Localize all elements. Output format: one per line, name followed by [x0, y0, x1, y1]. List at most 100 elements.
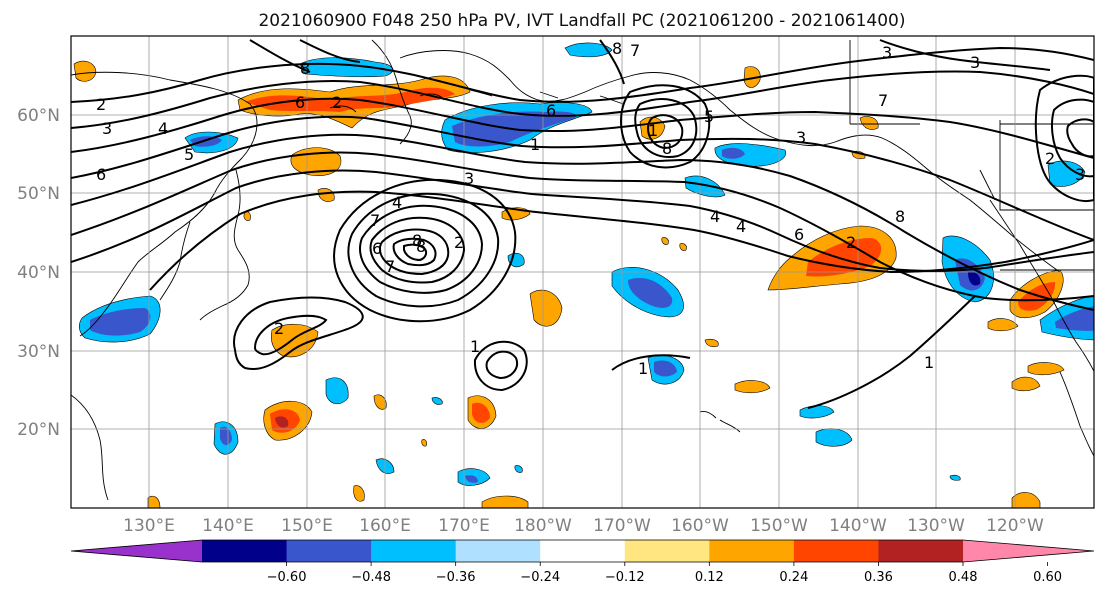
- colorbar-tick-label: 0.60: [1033, 570, 1062, 585]
- contour-label: 5: [704, 107, 714, 126]
- ivt-positive-area: [859, 116, 879, 130]
- japan-coastline: [199, 169, 250, 321]
- contour-label: 2: [274, 319, 284, 338]
- pv-contour: [378, 228, 450, 276]
- longitude-labels: 130°E 140°E 150°E 160°E 170°E 180°W 170°…: [123, 516, 1044, 536]
- ivt-strong-negative-area: [628, 278, 673, 308]
- ivt-positive-area: [734, 380, 771, 394]
- lon-label: 170°E: [438, 516, 490, 536]
- ivt-negative-area: [1047, 160, 1086, 187]
- colorbar-extend-low: [71, 540, 202, 562]
- contour-label: 3: [464, 169, 474, 188]
- colorbar-segment: [878, 540, 964, 562]
- lon-label: 160°E: [359, 516, 411, 536]
- ivt-positive-area: [529, 289, 563, 327]
- contour-label: 6: [96, 165, 106, 184]
- ivt-positive-area: [987, 318, 1019, 332]
- colorbar: −0.60 −0.48 −0.36 −0.24 −0.12 0.12 0.24 0.36 0.4…: [70, 539, 1095, 585]
- ivt-very-strong-negative-area: [968, 271, 981, 286]
- ivt-positive-area: [704, 338, 719, 348]
- ivt-negative-area: [514, 465, 523, 473]
- pv-contour: [485, 350, 518, 380]
- contour-label: 8: [612, 39, 622, 58]
- contour-label: 8: [416, 237, 426, 256]
- ivt-positive-area: [743, 66, 761, 88]
- lat-label: 50°N: [17, 184, 60, 204]
- pv-contour: [71, 151, 1094, 302]
- ivt-strong-negative-area: [722, 147, 745, 159]
- lon-label: 160°W: [671, 516, 729, 536]
- lon-label: 150°W: [750, 516, 808, 536]
- ivt-positive-area: [73, 60, 97, 82]
- graticule: [71, 36, 1094, 508]
- contour-label: 8: [662, 139, 672, 158]
- contour-label: 6: [295, 93, 305, 112]
- contour-label: 3: [1075, 165, 1085, 184]
- lat-label: 60°N: [17, 106, 60, 126]
- colorbar-segment: [624, 540, 710, 562]
- ivt-negative-area: [325, 377, 349, 405]
- pv-contour: [333, 178, 517, 323]
- colorbar-tick-label: −0.36: [436, 570, 476, 585]
- pv-contour: [71, 70, 1094, 129]
- ivt-strong-negative-area: [190, 136, 222, 147]
- contour-label: 3: [970, 53, 980, 72]
- ivt-strong-negative-area: [654, 360, 677, 377]
- colorbar-outline: [70, 539, 1095, 563]
- contour-label: 1: [638, 359, 648, 378]
- pv-contour: [71, 46, 1094, 103]
- ivt-positive-area: [1027, 362, 1065, 376]
- contour-label: 7: [878, 91, 888, 110]
- ivt-very-strong-positive-area: [275, 416, 289, 428]
- lat-label: 20°N: [17, 420, 60, 440]
- colorbar-segment: [371, 540, 457, 562]
- ivt-strong-positive-area: [1018, 282, 1056, 311]
- kamchatka-coastline: [371, 39, 412, 145]
- pv-contour: [1034, 74, 1094, 202]
- ivt-positive-area: [353, 485, 365, 502]
- pv-contour: [634, 98, 698, 158]
- pv-contour: [473, 340, 528, 392]
- contour-label: 3: [882, 43, 892, 62]
- lat-label: 30°N: [17, 342, 60, 362]
- map-frame: [70, 35, 1095, 509]
- colorbar-tick-label: −0.60: [267, 570, 307, 585]
- korea-coastline: [159, 221, 191, 301]
- ivt-strong-negative-area: [220, 426, 232, 446]
- colorbar-tick-label: 0.36: [864, 570, 893, 585]
- lon-label: 150°E: [281, 516, 333, 536]
- contour-label: 4: [392, 193, 402, 212]
- colorbar-tick-label: −0.48: [351, 570, 391, 585]
- contour-label: 6: [794, 225, 804, 244]
- contour-label: 2: [332, 93, 342, 112]
- contour-label: 4: [158, 119, 168, 138]
- ivt-negative-area: [684, 175, 726, 198]
- north-america-west-coastline: [989, 199, 1094, 373]
- contour-label: 7: [385, 257, 395, 276]
- pv-contour: [233, 296, 364, 370]
- ivt-negative-area: [949, 474, 961, 481]
- pv-contours: [71, 39, 1094, 409]
- pv-contour: [149, 190, 1094, 291]
- contour-label: 3: [102, 119, 112, 138]
- colorbar-segment: [793, 540, 879, 562]
- contour-label: 7: [370, 211, 380, 230]
- contour-label: 6: [546, 101, 556, 120]
- pv-contour: [359, 204, 484, 294]
- pv-contour: [249, 39, 311, 73]
- contour-label: 1: [648, 121, 658, 140]
- asia-coastline: [71, 71, 258, 337]
- china-coastline: [71, 394, 109, 501]
- pv-contour: [71, 115, 1094, 241]
- ivt-strong-negative-area: [90, 308, 151, 336]
- contour-label: 8: [412, 231, 422, 250]
- pv-contour: [646, 114, 684, 150]
- pv-contour: [1066, 118, 1094, 158]
- lat-label: 40°N: [17, 263, 60, 283]
- ivt-strong-negative-area: [465, 475, 478, 483]
- ivt-strong-positive-area: [472, 402, 490, 423]
- pv-contour: [369, 216, 466, 284]
- ivt-negative-area: [564, 42, 613, 58]
- contour-label: 3: [796, 128, 806, 147]
